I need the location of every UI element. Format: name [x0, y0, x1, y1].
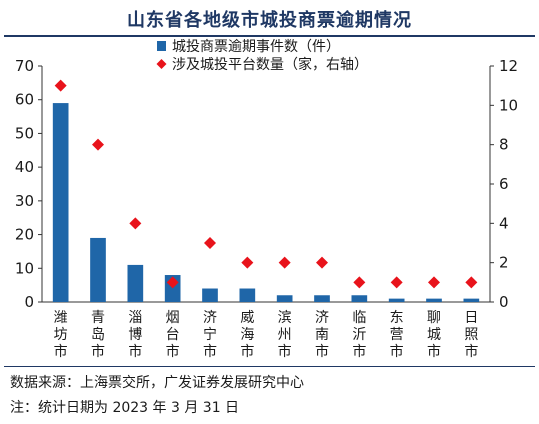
marker-diamond: [428, 276, 440, 289]
marker-diamond: [92, 138, 104, 151]
bar: [276, 295, 293, 302]
y-tick-label-left: 0: [24, 293, 34, 311]
bar: [127, 264, 144, 302]
x-tick-label: 东营市: [390, 310, 404, 360]
footer-divider: [4, 366, 535, 367]
x-tick-label: 威海市: [240, 310, 254, 360]
bar: [351, 295, 368, 302]
marker-diamond: [353, 276, 366, 289]
x-tick-label: 日照市: [464, 310, 478, 360]
title-divider: [4, 35, 535, 37]
bar: [388, 298, 405, 302]
marker-diamond: [241, 256, 254, 269]
bar: [90, 237, 106, 302]
marker-diamond: [204, 237, 216, 249]
x-tick-label: 潍坊市: [54, 310, 68, 360]
x-tick-label: 滨州市: [278, 310, 292, 360]
x-tick-label: 济宁市: [203, 310, 217, 360]
y-tick-label-right: 6: [499, 175, 509, 193]
y-tick-label-left: 60: [15, 91, 34, 109]
y-tick-label-left: 40: [15, 158, 34, 176]
marker-diamond: [129, 217, 142, 230]
date-note: 注：统计日期为 2023 年 3 月 31 日: [10, 400, 240, 416]
y-tick-label-right: 4: [499, 214, 509, 232]
x-tick-label: 淄博市: [128, 310, 142, 360]
source-note: 数据来源：上海票交所，广发证券发展研究中心: [10, 375, 304, 391]
y-tick-label-left: 50: [15, 124, 34, 142]
chart-title: 山东省各地级市城投商票逾期情况: [127, 10, 412, 31]
marker-diamond: [316, 256, 328, 269]
marker-diamond: [166, 276, 179, 289]
y-tick-label-right: 2: [499, 254, 509, 272]
legend-bar-label: 城投商票逾期事件数（件）: [172, 39, 340, 55]
bar: [314, 295, 330, 302]
x-tick-label: 青岛市: [91, 310, 105, 360]
legend-marker-label: 涉及城投平台数量（家，右轴）: [172, 56, 368, 73]
y-tick-label-left: 10: [15, 259, 34, 277]
y-tick-label-right: 0: [499, 293, 509, 311]
y-tick-label-left: 70: [15, 57, 34, 75]
bar: [463, 298, 480, 302]
x-tick-label: 济南市: [315, 310, 329, 360]
marker-diamond: [278, 256, 291, 269]
bar: [202, 288, 218, 302]
marker-diamond: [390, 276, 403, 289]
y-tick-label-right: 10: [499, 96, 518, 114]
x-tick-label: 临沂市: [352, 310, 366, 360]
y-tick-label-right: 12: [499, 57, 518, 75]
x-tick-label: 聊城市: [427, 310, 441, 360]
marker-diamond: [54, 79, 67, 92]
marker-diamond: [465, 276, 478, 289]
legend-marker-swatch: [156, 59, 167, 69]
bar-chart: 0 10 20 30 40 50 60 70 0 2 4 6 8 10 12 潍坊市 青岛市 淄博市 烟台市 济宁市 威…: [15, 39, 518, 360]
bar: [52, 103, 69, 302]
y-tick-label-left: 20: [15, 226, 34, 244]
x-tick-label: 烟台市: [166, 310, 180, 360]
legend-bar-swatch: [157, 41, 166, 51]
bar: [426, 298, 442, 302]
y-tick-label-right: 8: [499, 136, 509, 154]
bar: [239, 288, 256, 302]
y-tick-label-left: 30: [15, 192, 34, 210]
